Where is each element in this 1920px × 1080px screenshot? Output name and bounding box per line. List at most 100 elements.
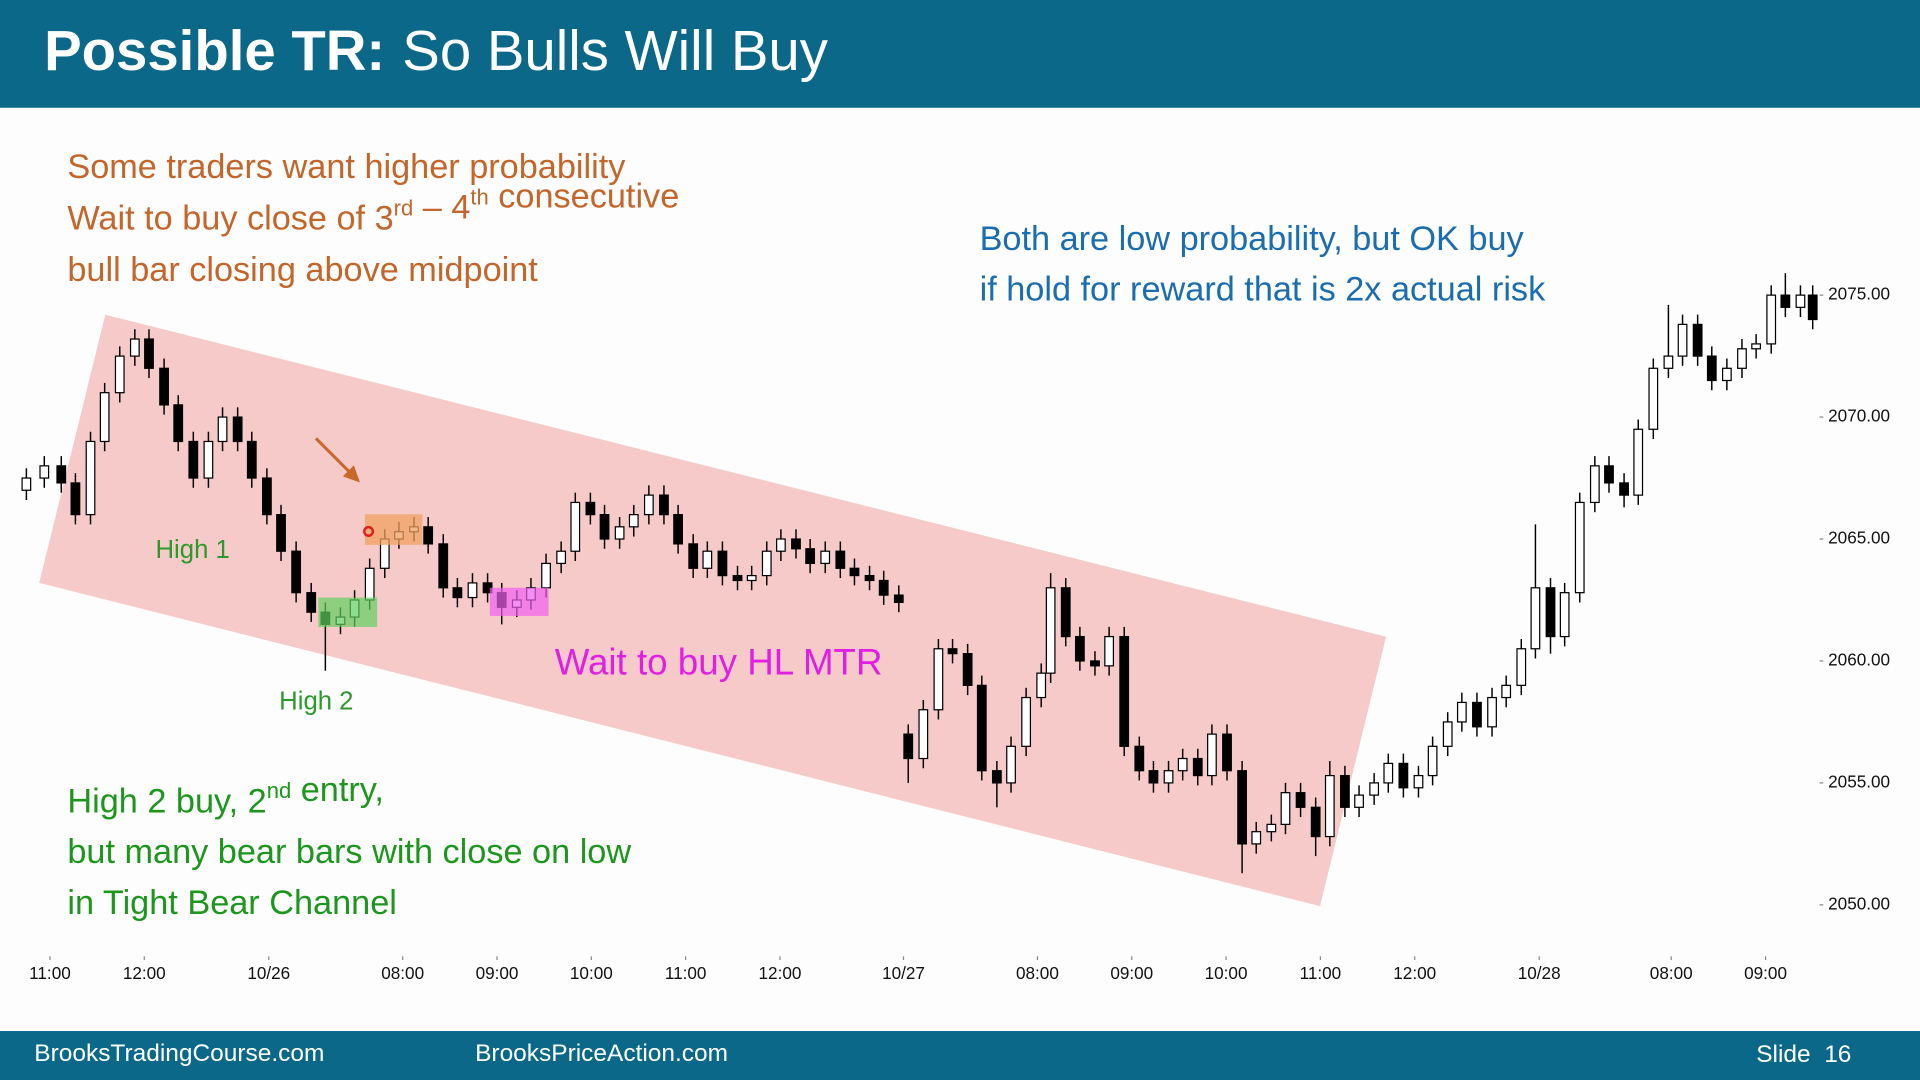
candle-body <box>129 338 140 357</box>
candle-body <box>232 416 243 443</box>
high2-label: High 2 <box>279 688 353 716</box>
candle-body <box>246 440 257 479</box>
y-tick-label: 2050.00 <box>1828 893 1890 913</box>
candle-body <box>659 494 669 516</box>
candle-body <box>1807 294 1818 321</box>
high1-label: High 1 <box>156 536 230 564</box>
candle-body <box>70 482 81 516</box>
candle-body <box>1207 733 1217 777</box>
notes: Some traders want higher probabilityWait… <box>67 148 1546 922</box>
candle-body <box>1163 770 1174 784</box>
candle-body <box>1427 745 1438 777</box>
candle-body <box>144 338 154 369</box>
candle-body <box>1721 367 1732 382</box>
note-text: but many bear bars with close on low <box>67 833 631 871</box>
candle-body <box>173 404 184 443</box>
candle-body <box>878 579 889 596</box>
candle-body <box>688 543 699 569</box>
candle-body <box>628 514 639 528</box>
candle-body <box>99 392 110 443</box>
candle-body <box>21 477 32 491</box>
title-rest: So Bulls Will Buy <box>402 19 828 82</box>
candle-body <box>1237 770 1247 845</box>
footer-left: BrooksTradingCourse.com <box>34 1040 324 1067</box>
candle-body <box>276 514 286 552</box>
candle-body <box>1090 660 1100 667</box>
candle-body <box>1310 806 1321 838</box>
x-tick-label: 08:00 <box>381 963 424 983</box>
arrow-head <box>342 465 360 483</box>
candle-body <box>1134 745 1145 772</box>
candle-body <box>791 538 801 550</box>
candle-body <box>1036 672 1047 699</box>
footer-right: Slide 16 <box>1756 1041 1851 1068</box>
candle-body <box>261 477 272 516</box>
note-text: consecutive <box>489 177 679 215</box>
x-tick-label: 10/26 <box>247 963 290 983</box>
candle-body <box>933 648 944 711</box>
candle-body <box>1663 355 1674 369</box>
x-tick-label: 12:00 <box>123 963 166 983</box>
candle-body <box>1706 355 1717 382</box>
candle-body <box>1413 774 1424 789</box>
note-line: but many bear bars with close on low <box>67 833 631 871</box>
note-line: High 2 buy, 2nd entry, <box>67 771 384 820</box>
candle-body <box>467 582 478 599</box>
candle-body <box>732 574 743 582</box>
bear-channel <box>39 314 1387 907</box>
candle-body <box>1530 587 1541 650</box>
candle-body <box>903 733 914 760</box>
note-text: Both are low probability, but OK buy <box>980 220 1525 258</box>
candle-body <box>438 543 449 589</box>
candle-body <box>1148 770 1159 784</box>
note-line: if hold for reward that is 2x actual ris… <box>980 270 1546 308</box>
candle-body <box>306 592 317 613</box>
note-line: Wait to buy close of 3rd – 4th consecuti… <box>67 177 679 237</box>
candle-body <box>1780 294 1791 308</box>
y-tick-label: 2065.00 <box>1828 528 1890 548</box>
candle-body <box>893 594 904 604</box>
candle-body <box>864 574 875 582</box>
candle-body <box>1633 428 1644 496</box>
candle-body <box>423 526 434 545</box>
candle-body <box>217 416 228 443</box>
x-tick-label: 08:00 <box>1650 963 1693 983</box>
candle-body <box>203 440 214 479</box>
header-title: Possible TR: So Bulls Will Buy <box>44 19 829 82</box>
y-tick-label: 2070.00 <box>1828 406 1890 426</box>
candle-body <box>1354 794 1364 808</box>
candle-body <box>1751 343 1762 350</box>
x-tick-label: 10:00 <box>1205 963 1248 983</box>
candle-body <box>1266 823 1277 833</box>
high2-box <box>318 597 378 627</box>
candle-body <box>1619 482 1629 496</box>
candle-body <box>1589 465 1600 504</box>
candle-body <box>585 501 596 516</box>
x-tick-label: 11:00 <box>29 963 71 983</box>
magenta-note: Wait to buy HL MTR <box>555 642 883 683</box>
y-tick-label: 2075.00 <box>1828 284 1890 304</box>
candle-body <box>1074 635 1085 662</box>
candle-body <box>962 653 973 686</box>
candle-body <box>1060 587 1071 638</box>
candle-body <box>56 465 67 484</box>
candle-body <box>1251 831 1262 845</box>
candle-body <box>673 514 683 545</box>
candle-body <box>1456 701 1467 723</box>
candle-body <box>556 550 567 565</box>
candle-body <box>1648 367 1659 430</box>
candle-body <box>976 684 987 772</box>
candle-body <box>805 548 816 565</box>
candle-body <box>85 440 96 516</box>
candle-body <box>1398 762 1409 789</box>
candle-body <box>39 465 50 479</box>
candle-body <box>1737 348 1747 369</box>
candle-body <box>364 567 375 601</box>
candle-body <box>947 648 958 655</box>
candle-body <box>1516 648 1527 686</box>
x-tick-label: 12:00 <box>1393 963 1436 983</box>
candle-body <box>614 526 625 540</box>
x-tick-label: 10:00 <box>570 963 613 983</box>
x-tick-label: 08:00 <box>1016 963 1059 983</box>
note-text: bull bar closing above midpoint <box>67 251 538 289</box>
